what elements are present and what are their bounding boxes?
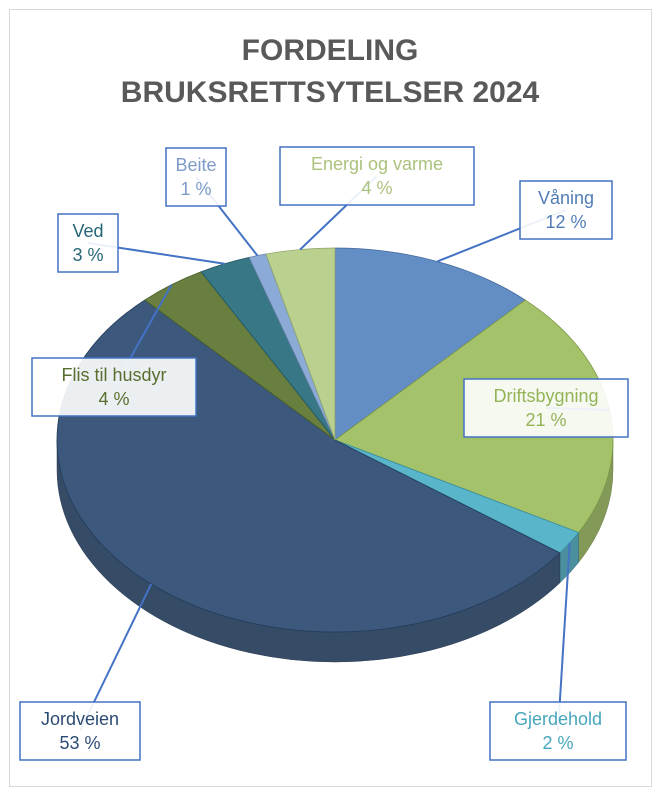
label-name: Driftsbygning bbox=[493, 386, 598, 406]
data-label: 1 % bbox=[180, 179, 211, 199]
label-name: Energi og varme bbox=[311, 154, 443, 174]
label-box bbox=[19, 701, 141, 761]
data-label: 53 % bbox=[59, 733, 100, 753]
chart-title: FORDELING BRUKSRETTSYTELSER 2024 bbox=[120, 34, 540, 109]
data-label: 4 % bbox=[361, 178, 392, 198]
label-box bbox=[57, 213, 119, 273]
data-label: 4 % bbox=[98, 389, 129, 409]
label-name: Gjerdehold bbox=[514, 709, 602, 729]
label-box bbox=[279, 146, 475, 206]
label-box bbox=[31, 357, 197, 417]
slice bbox=[334, 247, 527, 441]
leader-line bbox=[557, 542, 571, 732]
label-box bbox=[463, 378, 629, 438]
slice bbox=[265, 247, 336, 441]
data-label: 2 % bbox=[542, 733, 573, 753]
label-box bbox=[489, 701, 627, 761]
label-box bbox=[165, 147, 227, 207]
chart-border bbox=[9, 9, 652, 787]
label-box bbox=[519, 180, 613, 240]
data-label: 3 % bbox=[72, 245, 103, 265]
label-name: Beite bbox=[175, 155, 216, 175]
label-name: Flis til husdyr bbox=[61, 365, 166, 385]
data-label: 12 % bbox=[545, 212, 586, 232]
label-name: Våning bbox=[538, 188, 594, 208]
label-name: Jordveien bbox=[41, 709, 119, 729]
label-name: Ved bbox=[72, 221, 103, 241]
data-label: 21 % bbox=[525, 410, 566, 430]
